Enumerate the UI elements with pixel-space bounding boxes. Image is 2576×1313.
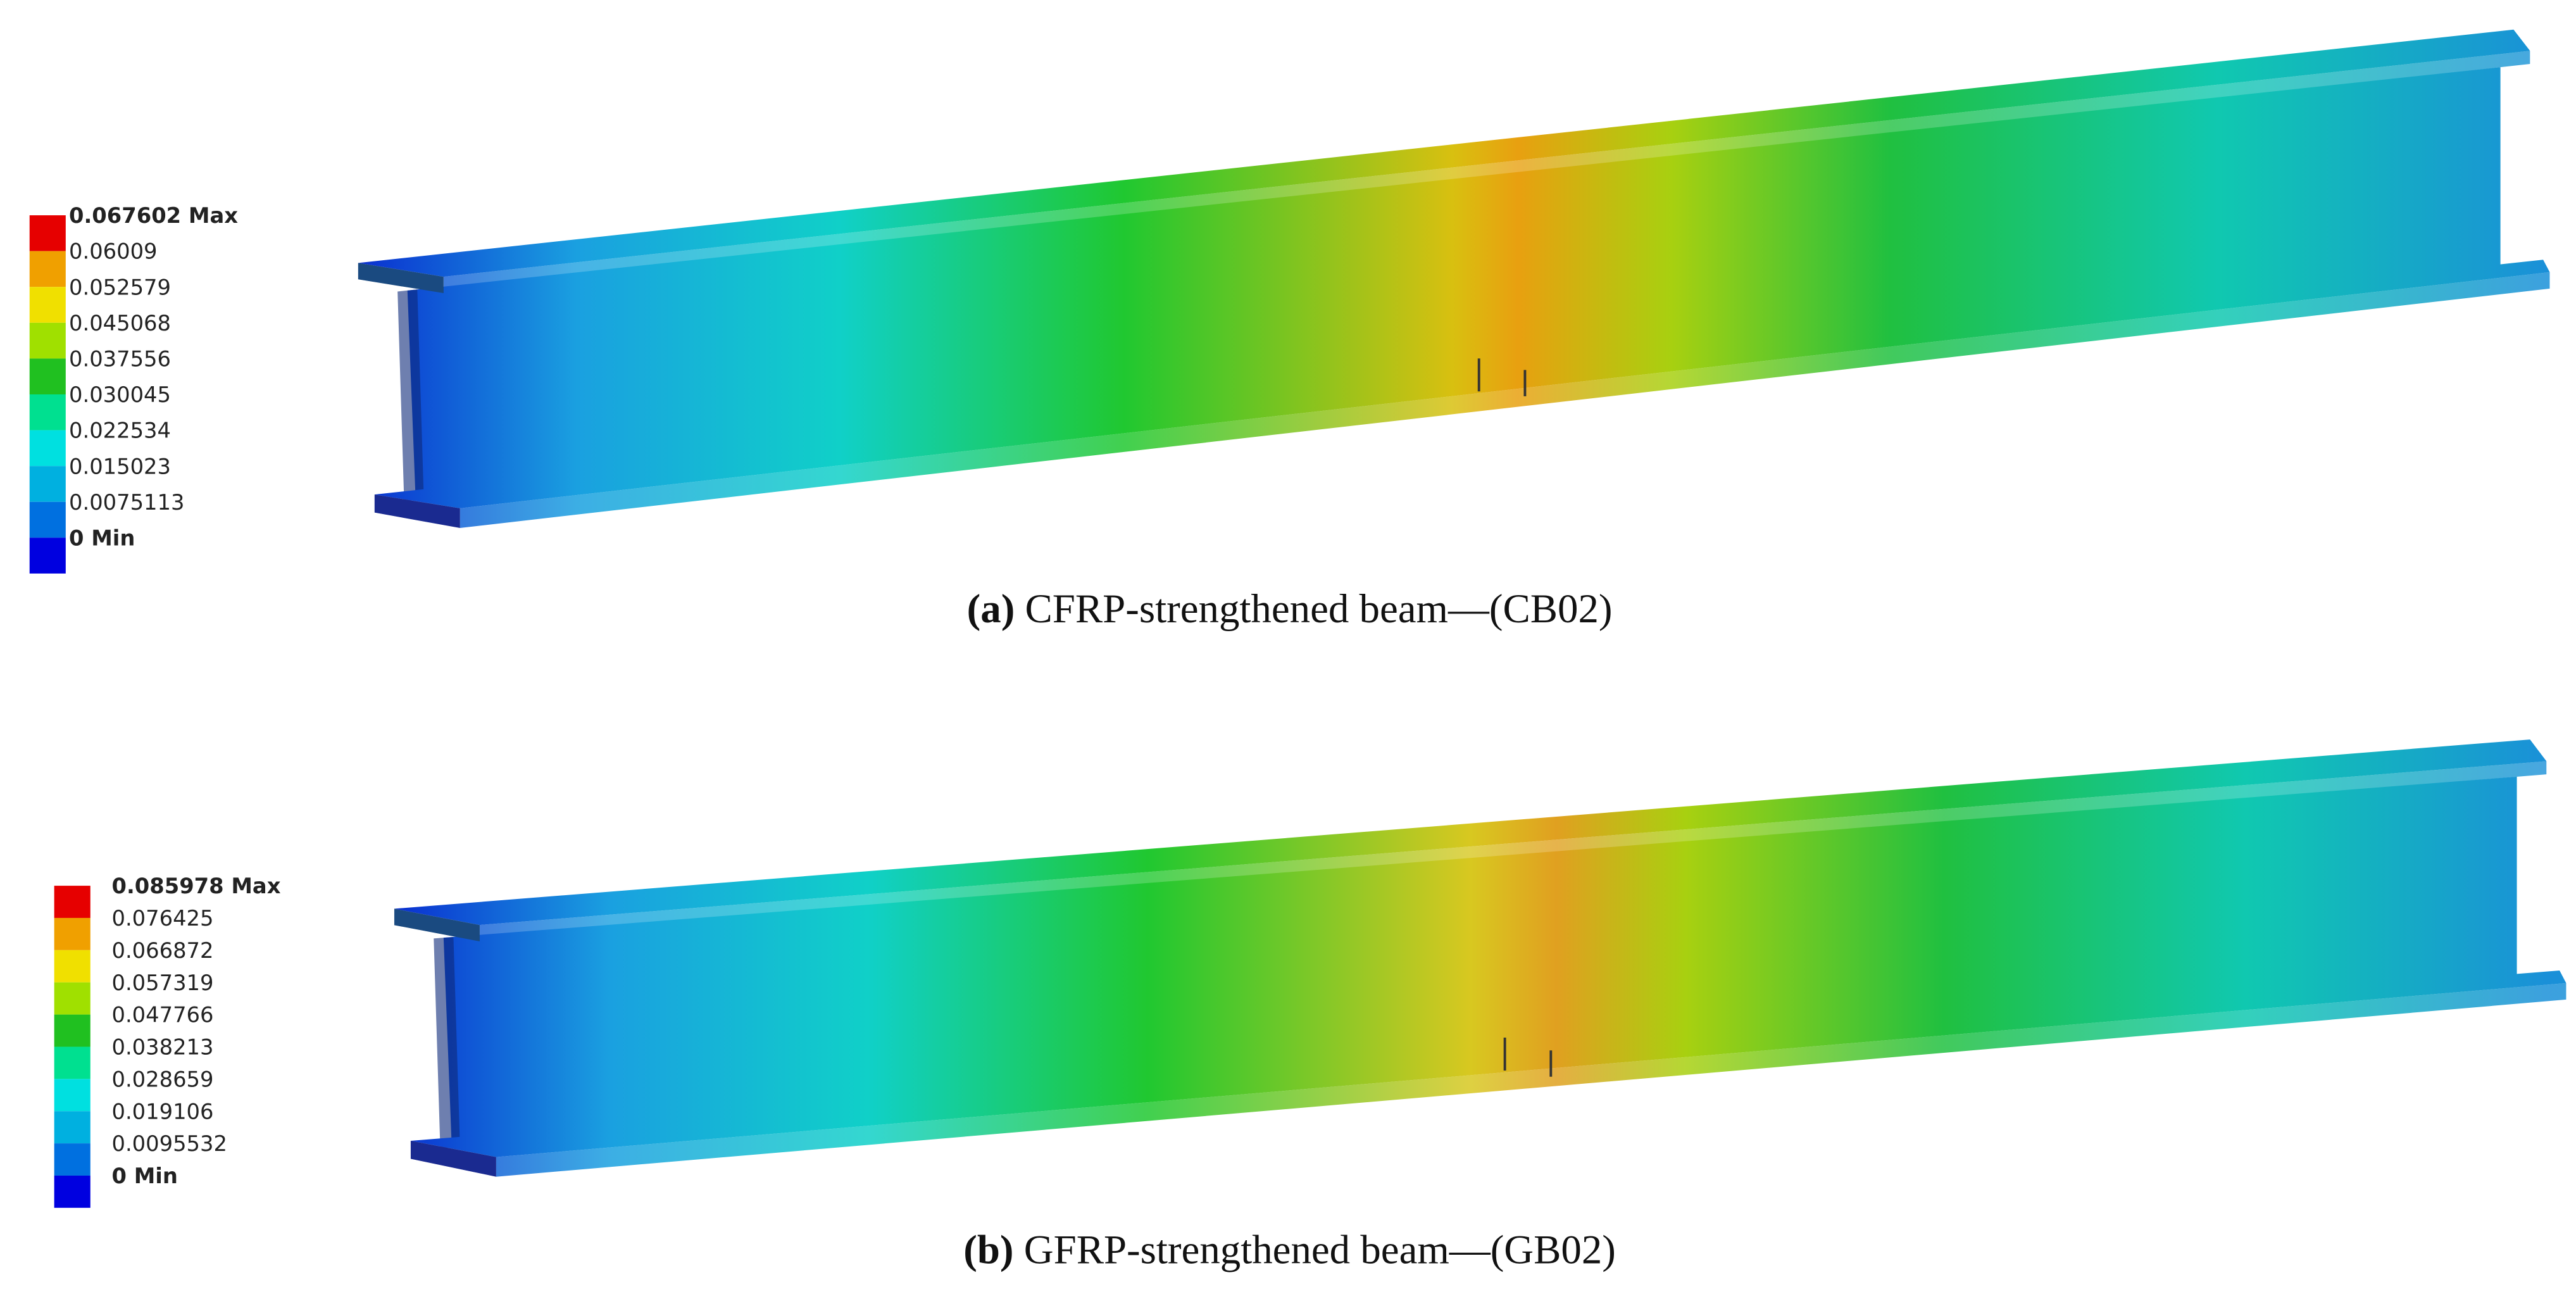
caption-text: GFRP-strengthened beam—(GB02) bbox=[1024, 1227, 1616, 1272]
bottom-flange-front bbox=[460, 272, 2550, 528]
legend-swatch bbox=[29, 287, 66, 323]
top-flange-front bbox=[479, 761, 2547, 942]
legend-swatch bbox=[29, 358, 66, 394]
beam bbox=[358, 29, 2550, 528]
legend-label: 0.047766 bbox=[112, 1003, 214, 1027]
legend-label: 0.019106 bbox=[112, 1099, 214, 1124]
legend-swatch bbox=[29, 430, 66, 467]
legend-swatch bbox=[29, 466, 66, 502]
legend-swatch bbox=[54, 1111, 91, 1144]
top-flange-end bbox=[394, 908, 480, 942]
beam-web bbox=[407, 67, 2501, 500]
bottom-flange-front bbox=[496, 983, 2567, 1177]
beam bbox=[394, 739, 2567, 1177]
legend-label: 0.0075113 bbox=[69, 490, 184, 515]
caption-space bbox=[1014, 1227, 1024, 1272]
legend-label: 0.037556 bbox=[69, 347, 171, 372]
caption: (b) GFRP-strengthened beam—(GB02) bbox=[963, 1227, 1616, 1272]
legend-label: 0.0095532 bbox=[112, 1131, 227, 1156]
legend-swatch bbox=[54, 950, 91, 983]
legend-swatch bbox=[29, 501, 66, 538]
legend-label: 0.076425 bbox=[112, 906, 214, 931]
legend-swatch bbox=[54, 886, 91, 918]
legend-swatch bbox=[54, 1046, 91, 1079]
legend-swatch bbox=[54, 1143, 91, 1176]
web-shade bbox=[397, 289, 424, 501]
legend-label: 0.022534 bbox=[69, 418, 171, 443]
legend-label: 0.045068 bbox=[69, 311, 171, 336]
bottom-flange-end bbox=[374, 494, 460, 528]
legend-label: 0.052579 bbox=[69, 275, 171, 299]
legend-swatch bbox=[29, 322, 66, 359]
legend-swatch bbox=[29, 251, 66, 287]
top-flange-top bbox=[394, 739, 2547, 926]
top-flange-front bbox=[443, 51, 2530, 294]
legend-label: 0.038213 bbox=[112, 1035, 214, 1060]
legend-label: 0.015023 bbox=[69, 454, 171, 479]
legend-label: 0.057319 bbox=[112, 971, 214, 995]
caption-space bbox=[1015, 586, 1025, 632]
caption-text: CFRP-strengthened beam—(CB02) bbox=[1025, 586, 1613, 632]
legend-swatch bbox=[54, 1079, 91, 1112]
legend-swatch bbox=[29, 394, 66, 430]
caption: (a) CFRP-strengthened beam—(CB02) bbox=[967, 586, 1613, 632]
legend-label: 0 Min bbox=[112, 1164, 178, 1188]
legend-swatch bbox=[54, 917, 91, 950]
legend-swatch bbox=[54, 1175, 91, 1208]
web-shade bbox=[434, 936, 460, 1148]
legend-label: 0.028659 bbox=[112, 1067, 214, 1091]
legend-swatch bbox=[54, 1014, 91, 1047]
legend-label: 0.06009 bbox=[69, 239, 158, 264]
bottom-flange-top bbox=[374, 260, 2550, 508]
legend-label: 0 Min bbox=[69, 525, 135, 550]
legend-label: 0.066872 bbox=[112, 938, 214, 963]
bottom-flange-top bbox=[410, 970, 2567, 1157]
legend-swatch bbox=[54, 982, 91, 1015]
legend-label: 0.067602 Max bbox=[69, 203, 238, 228]
caption-label: (b) bbox=[963, 1227, 1013, 1272]
legend-label: 0.030045 bbox=[69, 382, 171, 407]
top-flange-top bbox=[358, 29, 2530, 277]
top-flange-end bbox=[358, 263, 444, 294]
caption-label: (a) bbox=[967, 586, 1015, 632]
legend-label: 0.085978 Max bbox=[112, 874, 281, 898]
bottom-flange-end bbox=[410, 1140, 496, 1177]
beam-web bbox=[443, 776, 2517, 1148]
legend-swatch bbox=[29, 537, 66, 574]
legend-swatch bbox=[29, 215, 66, 251]
